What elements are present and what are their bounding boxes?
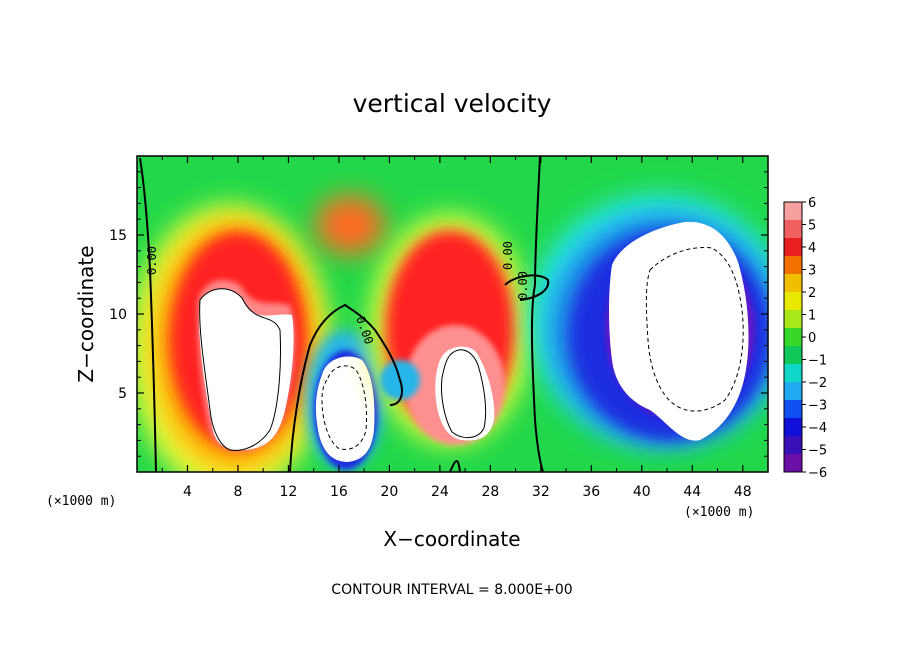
colorbar-label: −1	[808, 354, 827, 369]
colorbar-swatch	[784, 274, 802, 293]
x-tick-label: 40	[633, 484, 651, 500]
y-tick-label: 15	[109, 228, 127, 244]
x-tick-label: 4	[183, 484, 192, 500]
x-tick-label: 32	[532, 484, 550, 500]
colorbar-label: 4	[808, 241, 816, 256]
heatmap-field	[137, 156, 768, 472]
x-tick-label: 48	[734, 484, 752, 500]
x-tick-label: 12	[280, 484, 298, 500]
y-axis-title: Z−coordinate	[74, 245, 98, 382]
colorbar-label: −3	[808, 399, 827, 414]
colorbar-swatch	[784, 364, 802, 383]
x-tick-label: 20	[380, 484, 398, 500]
colorbar-swatch	[784, 328, 802, 347]
x-axis-title: X−coordinate	[383, 527, 520, 551]
x-tick-label: 44	[683, 484, 701, 500]
colorbar-swatch	[784, 346, 802, 365]
upper-plume	[315, 195, 385, 255]
x-tick-label: 36	[582, 484, 600, 500]
colorbar-swatch	[784, 238, 802, 257]
x-unit-left: (×1000 m)	[46, 494, 116, 509]
colorbar-label: 3	[808, 264, 816, 279]
colorbar: 6 5 4 3 2 1 0 −1 −2 −3 −4 −5 −6	[783, 196, 827, 481]
colorbar-label: 6	[808, 196, 816, 211]
colorbar-swatch	[784, 400, 802, 419]
colorbar-label: 5	[808, 219, 816, 234]
middle-updraft	[370, 215, 530, 445]
colorbar-label: −6	[808, 466, 827, 481]
contour-label: 0.00	[516, 271, 530, 300]
colorbar-swatch	[784, 382, 802, 401]
y-tick-label: 5	[118, 386, 127, 402]
colorbar-label: −4	[808, 421, 827, 436]
left-updraft	[137, 205, 330, 472]
colorbar-label: 2	[808, 286, 816, 301]
colorbar-swatch	[784, 418, 802, 437]
colorbar-swatch	[784, 220, 802, 239]
chart-title: vertical velocity	[353, 89, 552, 118]
x-tick-label: 16	[330, 484, 348, 500]
contour-label: 0.00	[501, 241, 515, 270]
x-tick-label: 8	[233, 484, 242, 500]
contour-label: 0.00	[145, 246, 159, 275]
colorbar-swatch	[784, 454, 802, 473]
colorbar-label: 0	[808, 331, 816, 346]
colorbar-swatch	[784, 202, 802, 221]
colorbar-label: −2	[808, 376, 827, 391]
right-downdraft	[530, 195, 768, 445]
colorbar-label: −5	[808, 444, 827, 459]
colorbar-swatch	[784, 292, 802, 311]
colorbar-label: 1	[808, 309, 816, 324]
y-axis: 5 10 15	[109, 171, 768, 457]
x-tick-label: 28	[481, 484, 499, 500]
y-tick-label: 10	[109, 307, 127, 323]
contour-interval-note: CONTOUR INTERVAL = 8.000E+00	[331, 582, 572, 598]
colorbar-swatch	[784, 436, 802, 455]
x-axis: 4 8 12 16 20 24 28 32 36 40 44 48	[161, 156, 752, 500]
x-unit-right: (×1000 m)	[684, 505, 754, 520]
colorbar-swatch	[784, 256, 802, 275]
colorbar-swatch	[784, 310, 802, 329]
x-tick-label: 24	[431, 484, 449, 500]
contour-lines	[139, 156, 744, 472]
